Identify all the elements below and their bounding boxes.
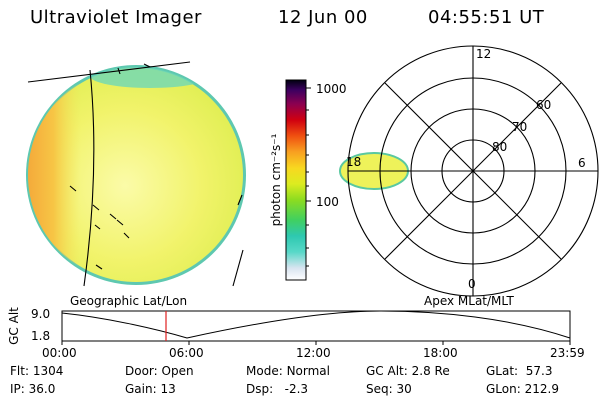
colorbar-tick-label: 1000	[316, 82, 347, 96]
grid-tick	[143, 63, 151, 68]
altitude-xtick: 12:00	[296, 346, 331, 360]
apex-section-label: Apex MLat/MLT	[424, 294, 514, 308]
altitude-ytick: 1.8	[31, 329, 51, 343]
info-gcalt-label: GC Alt:	[366, 364, 408, 378]
polar-lat-label-70: 70	[512, 120, 528, 134]
colorbar-gradient	[285, 79, 307, 281]
info-gain-value: 13	[160, 382, 176, 396]
info-seq: Seq: 30	[366, 382, 412, 396]
colorbar-tick-label: 100	[316, 195, 339, 209]
grid-tick	[116, 219, 124, 226]
info-flt-label: Flt:	[10, 364, 29, 378]
info-mode-label: Mode:	[246, 364, 283, 378]
altitude-xtick: 18:00	[423, 346, 458, 360]
info-dsp-value: -2.3	[284, 382, 309, 396]
grid-tick	[123, 232, 130, 239]
polar-diagonal	[384, 82, 562, 260]
polar-lat-label-80: 80	[492, 140, 508, 154]
polar-mlt-label-18: 18	[346, 155, 362, 169]
info-glon-value: 212.9	[524, 382, 559, 396]
info-mode: Mode: Normal	[246, 364, 330, 378]
colorbar	[285, 79, 311, 281]
info-gcalt: GC Alt: 2.8 Re	[366, 364, 450, 378]
info-dsp: Dsp: -2.3	[246, 382, 308, 396]
info-dsp-label: Dsp:	[246, 382, 274, 396]
info-gain: Gain: 13	[125, 382, 176, 396]
info-glon-label: GLon:	[486, 382, 521, 396]
geographic-gridlines	[27, 61, 244, 287]
polar-mlt-label-12: 12	[476, 47, 492, 61]
grid-tick	[237, 194, 243, 206]
info-ip-label: IP:	[10, 382, 25, 396]
info-mode-value: Normal	[286, 364, 330, 378]
grid-tick	[94, 224, 101, 230]
colorbar-unit-label: photon cm⁻²s⁻¹	[269, 133, 283, 227]
grid-tick	[92, 204, 100, 211]
observation-time: 04:55:51 UT	[428, 7, 545, 28]
info-flt: Flt: 1304	[10, 364, 63, 378]
altitude-xtick: 23:59	[550, 346, 585, 360]
observation-date: 12 Jun 00	[278, 7, 368, 28]
info-door-label: Door:	[125, 364, 158, 378]
info-door-value: Open	[161, 364, 194, 378]
altitude-xtick: 06:00	[169, 346, 204, 360]
info-gain-label: Gain:	[125, 382, 157, 396]
info-seq-value: 30	[396, 382, 412, 396]
info-seq-label: Seq:	[366, 382, 393, 396]
polar-plot	[339, 45, 599, 297]
earth-disk	[26, 65, 246, 285]
altitude-ylabel: GC Alt	[7, 307, 21, 345]
longitude-line-limb	[232, 249, 244, 287]
grid-tick	[69, 185, 77, 192]
latitude-line	[27, 61, 191, 83]
info-ip-value: 36.0	[28, 382, 56, 396]
altitude-ytick: 9.0	[31, 307, 51, 321]
altitude-curve	[61, 310, 571, 339]
polar-mlt-label-6: 6	[578, 156, 586, 170]
info-glon: GLon: 212.9	[486, 382, 559, 396]
geographic-section-label: Geographic Lat/Lon	[70, 294, 188, 308]
polar-mlt-label-0: 0	[468, 277, 476, 291]
info-ip: IP: 36.0	[10, 382, 55, 396]
info-glat-label: GLat:	[486, 364, 519, 378]
info-flt-value: 1304	[32, 364, 64, 378]
grid-tick	[109, 213, 117, 220]
info-glat: GLat: 57.3	[486, 364, 552, 378]
longitude-line	[83, 69, 95, 287]
instrument-title: Ultraviolet Imager	[30, 7, 202, 28]
info-door: Door: Open	[125, 364, 194, 378]
info-glat-value: 57.3	[525, 364, 553, 378]
dayside-glow	[28, 67, 136, 283]
grid-tick	[117, 67, 121, 75]
altitude-plot	[61, 310, 571, 345]
grid-tick	[95, 264, 103, 270]
info-gcalt-value: 2.8 Re	[411, 364, 450, 378]
altitude-xtick: 00:00	[42, 346, 77, 360]
polar-lat-label-60: 60	[536, 98, 552, 112]
